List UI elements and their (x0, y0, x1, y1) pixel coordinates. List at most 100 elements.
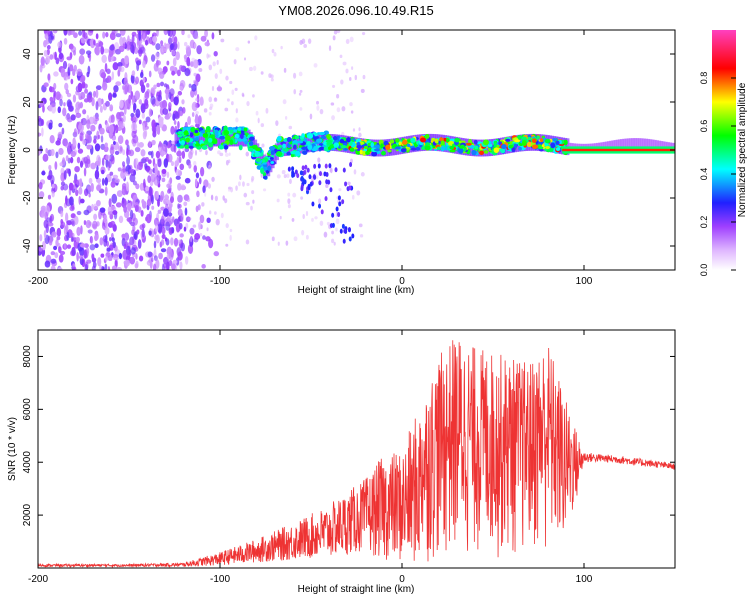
noise-blob (99, 127, 105, 135)
noise-blob (336, 94, 340, 99)
band-halo (644, 138, 649, 148)
noise-blob (358, 223, 363, 228)
figure-title: YM08.2026.096.10.49.R15 (278, 3, 433, 18)
noise-blob (40, 56, 45, 67)
noise-blob (49, 54, 54, 60)
noise-blob (111, 237, 115, 243)
band-blob (414, 146, 421, 151)
noise-blob (118, 145, 123, 154)
band-halo (611, 140, 616, 149)
noise-blob (283, 174, 287, 179)
band-blob (291, 166, 295, 172)
band-blob (194, 129, 199, 134)
band-halo (174, 129, 179, 147)
noise-blob (186, 56, 191, 67)
spectrogram-y-ticks: -40 -20 0 20 40 (22, 48, 675, 253)
noise-blob (356, 190, 361, 196)
noise-blob (171, 161, 175, 167)
noise-blob (122, 149, 126, 156)
noise-blob (96, 199, 101, 207)
band-blob (527, 141, 532, 148)
band-blob (177, 130, 184, 135)
noise-blob (134, 231, 138, 241)
noise-blob (118, 252, 123, 260)
noise-blob (157, 170, 160, 177)
noise-blob (131, 116, 137, 125)
band-blob (331, 222, 335, 228)
band-halo (635, 138, 640, 147)
noise-blob (139, 182, 144, 191)
noise-blob (183, 201, 188, 207)
noise-blob (145, 116, 151, 123)
noise-blob (135, 108, 141, 119)
band-blob (277, 144, 283, 149)
noise-blob (181, 99, 185, 105)
noise-blob (112, 62, 119, 71)
noise-blob (111, 134, 117, 141)
noise-blob (204, 191, 207, 197)
noise-blob (115, 81, 122, 86)
noise-blob (132, 45, 135, 55)
band-blob (308, 174, 312, 180)
noise-blob (66, 244, 72, 249)
noise-blob (188, 83, 192, 88)
noise-blob (145, 186, 150, 192)
noise-blob (62, 107, 67, 117)
band-halo (604, 141, 609, 150)
noise-blob (94, 234, 98, 242)
noise-blob (45, 147, 48, 154)
noise-blob (101, 157, 105, 167)
noise-blob (112, 174, 119, 179)
noise-blob (130, 247, 136, 255)
noise-blob (107, 159, 112, 169)
noise-blob (59, 250, 66, 256)
noise-blob (319, 109, 324, 115)
noise-blob (58, 52, 64, 60)
noise-blob (88, 177, 93, 184)
noise-blob (151, 119, 156, 129)
noise-blob (76, 226, 81, 236)
noise-blob (219, 68, 223, 75)
noise-blob (174, 160, 179, 168)
noise-blob (159, 195, 163, 203)
band-blob (329, 143, 335, 149)
noise-blob (282, 99, 287, 105)
band-blob (527, 136, 532, 141)
noise-blob (213, 211, 217, 215)
noise-blob (350, 110, 354, 114)
noise-blob (177, 120, 180, 130)
noise-blob (170, 125, 175, 135)
noise-blob (116, 266, 123, 270)
band-halo (198, 129, 203, 147)
band-blob (238, 144, 243, 151)
noise-blob (315, 175, 319, 180)
noise-blob (289, 178, 292, 185)
band-blob (201, 145, 208, 150)
snr-series-line (38, 340, 675, 568)
colorbar-gradient (712, 30, 736, 270)
band-blob (531, 138, 537, 144)
band-blob (260, 167, 265, 174)
noise-blob (261, 143, 265, 148)
colorbar-tick-label: 0.4 (699, 168, 709, 181)
noise-blob (103, 145, 109, 153)
band-blob (342, 167, 346, 173)
band-blob (290, 150, 297, 155)
noise-blob (163, 208, 169, 217)
noise-blob (328, 45, 332, 52)
noise-blob (173, 120, 177, 125)
spectrogram-ytick-label: -20 (22, 190, 33, 205)
noise-blob (131, 229, 135, 236)
noise-blob (39, 234, 43, 242)
noise-blob (305, 234, 309, 240)
noise-blob (231, 101, 234, 106)
noise-blob (104, 177, 109, 186)
noise-blob (173, 96, 179, 106)
noise-blob (360, 88, 365, 94)
band-blob (214, 129, 219, 136)
noise-blob (361, 31, 366, 36)
noise-blob (314, 216, 318, 220)
noise-blob (336, 107, 341, 113)
noise-blob (105, 31, 109, 38)
band-blob (249, 136, 255, 141)
